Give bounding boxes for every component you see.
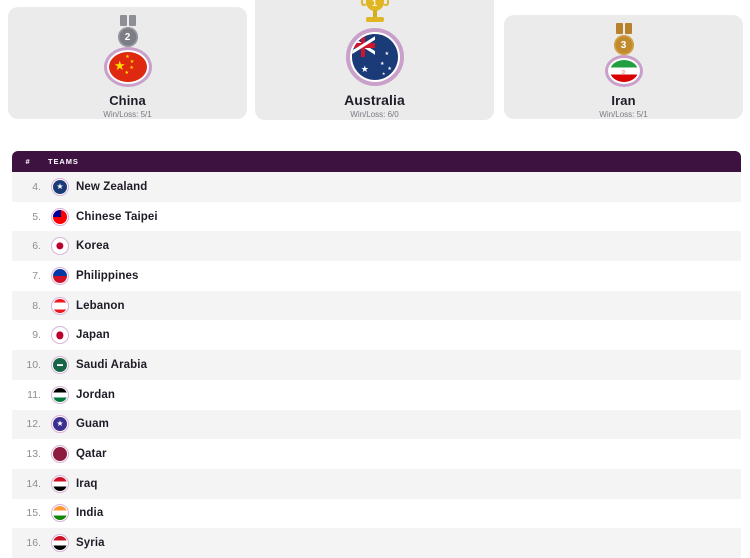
flag-badge-guam: ★ [51, 415, 69, 434]
table-body: 4. ★ New Zealand 5. Chinese Taipei 6. Korea 7. P… [12, 172, 741, 558]
table-row[interactable]: 9. Japan [12, 320, 741, 351]
trophy-place-number: 1 [365, 0, 384, 11]
gold-trophy-icon: 1 [360, 0, 390, 26]
flag-badge-saudi-arabia: ▬ [51, 355, 69, 374]
row-team-name: New Zealand [76, 180, 148, 193]
row-team-name: Guam [76, 418, 109, 431]
row-team-name: Saudi Arabia [76, 358, 148, 371]
row-flag-cell [48, 474, 72, 493]
row-rank: 15. [26, 507, 41, 520]
medal-place-number: 2 [117, 27, 138, 47]
table-header-row: # TEAMS [12, 151, 741, 172]
table-row[interactable]: 14. Iraq [12, 468, 741, 499]
row-flag-cell: ★ [48, 415, 72, 434]
row-rank: 12. [26, 418, 41, 431]
flag-badge-new-zealand: ★ [51, 177, 69, 196]
table-row[interactable]: 8. Lebanon [12, 290, 741, 321]
flag-badge-philippines [51, 266, 69, 285]
row-rank: 7. [32, 269, 41, 282]
table-row[interactable]: 15. India [12, 498, 741, 529]
award-slot: 1 [360, 0, 390, 28]
row-team-name: Qatar [76, 448, 107, 461]
row-team-name: Jordan [76, 388, 115, 401]
podium-country-name: Australia [344, 92, 405, 108]
row-rank: 11. [27, 388, 41, 401]
podium-country-stats: Win/Loss: 5/1 [599, 110, 648, 119]
standings-table: # TEAMS 4. ★ New Zealand 5. Chinese Taipei 6.… [12, 151, 741, 558]
row-rank: 5. [32, 210, 41, 223]
row-team-name: Iraq [76, 477, 98, 490]
row-flag-cell: ★ [48, 177, 72, 196]
podium-card-first[interactable]: 1 ★ ★ ★ ★ ★ Australia Win/Loss: 6/0 [255, 0, 494, 120]
table-row[interactable]: 16. Syria [12, 528, 741, 558]
row-flag-cell [48, 266, 72, 285]
column-header-rank: # [25, 157, 31, 166]
flag-badge-china: ★ ★ ★ ★ ★ [103, 47, 152, 87]
medal-place-number: 3 [613, 35, 634, 55]
row-team-name: Korea [76, 240, 110, 253]
row-rank: 16. [26, 537, 41, 550]
podium-card-third[interactable]: 3 ۞ Iran Win/Loss: 5/1 [504, 15, 743, 119]
podium-section: 2 ★ ★ ★ ★ ★ China Win/Loss: 5/1 1 [0, 0, 750, 132]
row-team-name: Syria [76, 537, 105, 550]
table-row[interactable]: 12. ★ Guam [12, 409, 741, 440]
row-rank: 10. [26, 358, 41, 371]
row-team-name: Philippines [76, 269, 139, 282]
table-row[interactable]: 4. ★ New Zealand [12, 172, 741, 202]
row-flag-cell [48, 534, 72, 553]
flag-badge-chinese-taipei [51, 207, 69, 226]
flag-badge-iran: ۞ [604, 55, 643, 87]
row-flag-cell [48, 445, 72, 464]
flag-badge-lebanon [51, 296, 69, 315]
column-header-team: TEAMS [48, 157, 79, 166]
flag-badge-syria [51, 534, 69, 553]
row-team-name: India [76, 507, 104, 520]
row-flag-cell [48, 237, 72, 256]
row-flag-cell: ▬ [48, 355, 72, 374]
flag-badge-india [51, 504, 69, 523]
row-rank: 9. [32, 329, 41, 342]
podium-country-name: China [109, 93, 146, 108]
row-rank: 14. [26, 477, 41, 490]
podium-card-second[interactable]: 2 ★ ★ ★ ★ ★ China Win/Loss: 5/1 [8, 7, 247, 119]
table-row[interactable]: 11. Jordan [12, 379, 741, 410]
flag-badge-iraq [51, 474, 69, 493]
flag-badge-australia: ★ ★ ★ ★ ★ [345, 28, 404, 86]
table-row[interactable]: 13. Qatar [12, 439, 741, 469]
row-team-name: Japan [76, 329, 110, 342]
row-rank: 8. [32, 299, 41, 312]
row-flag-cell [48, 296, 72, 315]
row-flag-cell [48, 326, 72, 345]
row-flag-cell [48, 504, 72, 523]
row-rank: 6. [32, 240, 41, 253]
row-team-name: Chinese Taipei [76, 210, 158, 223]
podium-country-name: Iran [611, 93, 636, 108]
silver-medal-icon: 2 [117, 15, 139, 47]
bronze-medal-icon: 3 [613, 23, 635, 55]
table-row[interactable]: 5. Chinese Taipei [12, 201, 741, 232]
podium-country-stats: Win/Loss: 6/0 [350, 110, 399, 119]
row-team-name: Lebanon [76, 299, 125, 312]
table-row[interactable]: 6. Korea [12, 231, 741, 262]
flag-badge-qatar [51, 445, 69, 464]
podium-country-stats: Win/Loss: 5/1 [103, 110, 152, 119]
table-row[interactable]: 10. ▬ Saudi Arabia [12, 350, 741, 380]
flag-badge-jordan [51, 385, 69, 404]
row-rank: 4. [32, 180, 41, 193]
award-slot: 2 [117, 15, 139, 47]
row-rank: 13. [26, 448, 41, 461]
award-slot: 3 [613, 23, 635, 55]
row-flag-cell [48, 385, 72, 404]
table-row[interactable]: 7. Philippines [12, 261, 741, 291]
flag-badge-japan [51, 326, 69, 345]
flag-badge-korea [51, 237, 69, 256]
row-flag-cell [48, 207, 72, 226]
